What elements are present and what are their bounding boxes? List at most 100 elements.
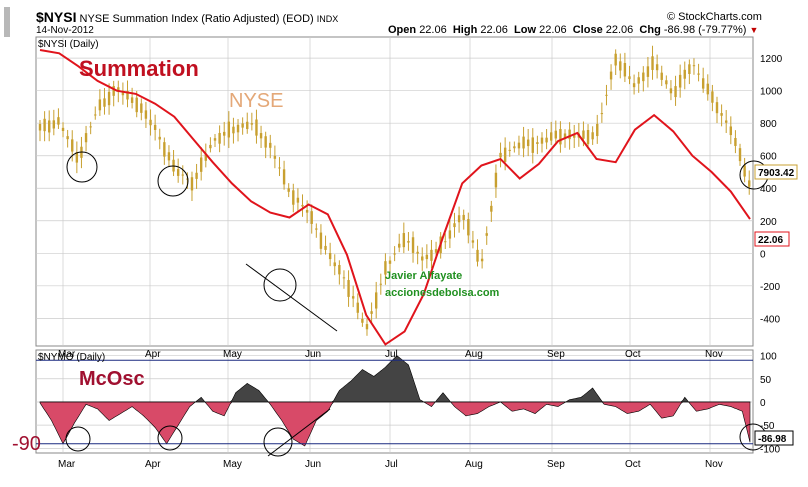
minus90-annotation: -90 <box>12 433 41 455</box>
x-tick-label: Nov <box>705 459 723 470</box>
date-label: 14-Nov-2012 <box>36 25 94 36</box>
nyse-bar-body <box>232 126 235 134</box>
nyse-bar-body <box>103 98 106 107</box>
nyse-bar-body <box>692 65 696 67</box>
x-tick-label: Mar <box>58 459 76 470</box>
price-y-ticks: -400 -200 0 200 400 600 800 1000 1200 <box>760 54 783 325</box>
y-tick-label: -400 <box>760 314 780 325</box>
nyse-bar-body <box>255 119 258 136</box>
nyse-bar-body <box>448 230 452 239</box>
nyse-annotation: NYSE <box>229 90 283 112</box>
nyse-bar-body <box>57 117 60 125</box>
nyse-bar-body <box>559 128 562 145</box>
nyse-bar-body <box>71 139 74 152</box>
nyse-bar-body <box>121 91 125 96</box>
nyse-bar-body <box>619 61 622 71</box>
y-tick-label: 200 <box>760 217 777 228</box>
y-tick-label: 1000 <box>760 87 783 98</box>
x-tick-label: Nov <box>705 349 723 360</box>
nyse-bar-body <box>623 62 627 77</box>
nyse-bar-body <box>361 318 364 323</box>
nyse-bar-body <box>259 133 263 139</box>
x-tick-label: Jul <box>385 459 398 470</box>
nyse-bar-body <box>706 83 709 95</box>
summation-line <box>39 49 751 346</box>
nyse-bar-body <box>61 127 65 132</box>
nyse-bar-body <box>195 172 198 179</box>
nyse-bar-body <box>204 153 207 161</box>
nyse-bar-body <box>236 124 240 133</box>
nyse-bar-body <box>697 73 700 75</box>
chg-label: Chg <box>639 24 661 36</box>
nyse-bar-body <box>430 249 433 261</box>
nyse-bar-body <box>374 292 378 309</box>
nyse-bar-body <box>388 260 392 264</box>
nyse-bar-body <box>315 228 318 230</box>
nyse-last-value: 7903.42 <box>758 168 795 179</box>
nyse-bar-body <box>545 137 548 143</box>
nyse-bar-body <box>536 142 539 144</box>
nyse-bar-body <box>199 157 203 172</box>
x-tick-label: Jun <box>305 349 321 360</box>
nyse-bar-body <box>310 211 313 224</box>
nyse-bar-body <box>660 72 663 80</box>
nyse-bar-body <box>748 180 751 187</box>
nyse-bar-body <box>503 147 507 162</box>
nyse-bar-body <box>264 136 267 148</box>
nyse-bar-body <box>273 155 277 159</box>
nyse-bar-body <box>351 296 355 299</box>
nyse-bar-body <box>398 243 401 248</box>
x-tick-label: Jul <box>385 349 398 360</box>
y-tick-label: -200 <box>760 282 780 293</box>
nyse-bar-body <box>356 302 359 313</box>
nyse-bar-body <box>490 205 493 212</box>
nyse-bar-body <box>112 86 115 96</box>
osc-y-ticks: -100 -50 0 50 100 <box>760 352 780 456</box>
nyse-bar-body <box>743 165 746 177</box>
high-label: High <box>452 24 478 36</box>
price-panel-label: $NYSI (Daily) <box>38 39 99 50</box>
nyse-bar-body <box>457 215 461 223</box>
x-tick-label: Sep <box>547 349 565 360</box>
nyse-bar-body <box>246 121 249 130</box>
y-tick-label: 800 <box>760 119 777 130</box>
month-labels: Mar Mar Apr Apr May May Jun Jun Jul Jul Aug Aug Sep S… <box>58 349 723 470</box>
nyse-bar-body <box>540 137 544 144</box>
osc-last-box <box>754 430 794 446</box>
mcosc-area <box>39 355 751 447</box>
y-tick-label: 100 <box>760 352 777 363</box>
nyse-bar-body <box>126 91 129 100</box>
nyse-bar-body <box>135 97 138 113</box>
nyse-bar-body <box>421 256 424 261</box>
summation-last-box <box>754 231 790 247</box>
nyse-bar-body <box>628 76 631 80</box>
nyse-bar-body <box>434 249 438 253</box>
y-tick-label: -50 <box>760 421 775 432</box>
x-tick-label: Oct <box>625 349 641 360</box>
nyse-bar-body <box>292 190 295 205</box>
nyse-last-box <box>754 164 798 180</box>
close-label: Close <box>572 24 603 36</box>
circle-mark <box>157 165 189 197</box>
open-value: 22.06 <box>419 24 447 36</box>
y-tick-label: 600 <box>760 152 777 163</box>
x-tick-label: Apr <box>145 459 161 470</box>
nyse-bar-body <box>586 130 590 145</box>
nyse-bar-body <box>305 209 309 213</box>
nyse-bar-body <box>140 103 143 113</box>
nyse-bar-body <box>573 134 576 138</box>
nyse-bar-body <box>591 132 594 140</box>
mcosc-positive-area <box>39 355 751 403</box>
x-tick-label: May <box>223 349 242 360</box>
nyse-bar-body <box>144 110 148 119</box>
nyse-bar-body <box>365 324 369 330</box>
hand-drawn-circles <box>65 151 769 457</box>
nyse-bar-body <box>582 130 585 139</box>
nyse-bar-body <box>655 64 659 71</box>
trend-line <box>267 408 331 457</box>
osc-last-value: -86.98 <box>758 434 787 445</box>
nyse-bar-body <box>568 129 571 140</box>
nyse-bar-body <box>324 245 327 250</box>
nyse-bar-body <box>163 142 166 157</box>
x-tick-label: Apr <box>145 349 161 360</box>
